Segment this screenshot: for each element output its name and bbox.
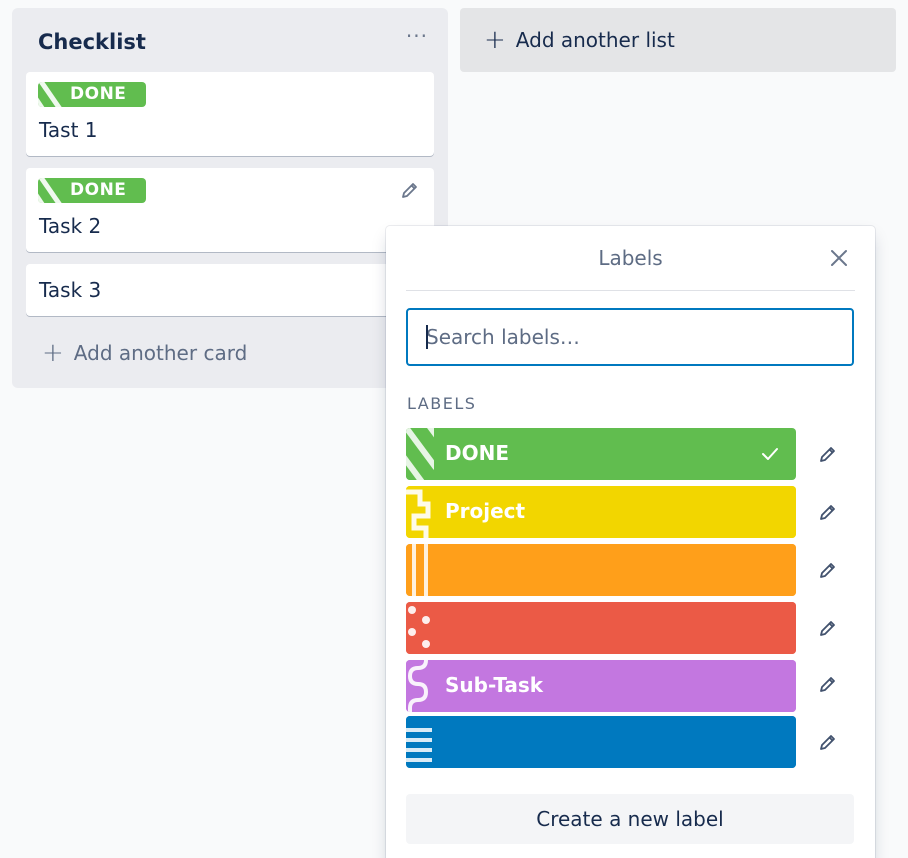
stripe-pattern-icon [38, 82, 62, 107]
label-swatch [406, 544, 796, 596]
label-blue[interactable] [406, 716, 796, 768]
squiggle-pattern-icon [407, 660, 429, 712]
add-list-button[interactable]: + Add another list [460, 8, 896, 72]
checkmark-icon [762, 448, 778, 460]
ellipsis-icon[interactable]: ··· [405, 24, 428, 48]
text-caret [426, 325, 428, 349]
plus-icon: + [42, 338, 64, 368]
card-label-text: DONE [70, 180, 127, 200]
create-label-button[interactable]: Create a new label [406, 794, 854, 844]
list-title[interactable]: Checklist [38, 30, 146, 54]
popover-title: Labels [598, 246, 663, 270]
card-label-done[interactable]: DONE [38, 82, 146, 107]
label-done[interactable]: DONE [406, 428, 796, 480]
list-checklist: Checklist ··· DONE Tast 1 DONE Task 2 T [12, 8, 448, 388]
search-labels-input[interactable] [406, 308, 854, 366]
card-title: Task 3 [39, 278, 102, 302]
line-pattern-icon [406, 728, 432, 762]
pencil-icon[interactable] [818, 444, 838, 464]
card-label-text: DONE [70, 84, 127, 104]
card-task-3[interactable]: Task 3 [26, 264, 434, 316]
pencil-icon[interactable] [818, 618, 838, 638]
label-name: Sub-Task [445, 673, 544, 697]
pencil-icon[interactable] [818, 502, 838, 522]
add-list-label: Add another list [515, 28, 675, 52]
label-swatch [406, 716, 796, 768]
popover-divider [406, 290, 855, 291]
pencil-icon[interactable] [818, 560, 838, 580]
label-swatch [406, 660, 796, 712]
label-orange[interactable] [406, 544, 796, 596]
pencil-icon[interactable] [400, 180, 420, 200]
dot-pattern-icon [408, 606, 430, 648]
stripe-pattern-icon [38, 178, 62, 203]
label-red[interactable] [406, 602, 796, 654]
add-card-label: Add another card [73, 341, 248, 365]
card-title: Tast 1 [39, 118, 98, 142]
label-project[interactable]: Project [406, 486, 796, 538]
stripe-pattern-icon [406, 428, 434, 480]
close-icon[interactable] [829, 248, 849, 268]
pencil-icon[interactable] [818, 732, 838, 752]
bar-pattern-icon [412, 544, 428, 596]
card-task-2[interactable]: DONE Task 2 [26, 168, 434, 252]
label-swatch [406, 486, 796, 538]
card-title: Task 2 [39, 214, 102, 238]
label-name: DONE [445, 441, 510, 465]
add-card-button[interactable]: + Add another card [42, 338, 248, 368]
labels-section-heading: LABELS [407, 394, 477, 413]
block-pattern-icon [406, 489, 431, 538]
plus-icon: + [484, 25, 506, 55]
label-sub-task[interactable]: Sub-Task [406, 660, 796, 712]
label-name: Project [445, 499, 526, 523]
pencil-icon[interactable] [818, 674, 838, 694]
card-label-done[interactable]: DONE [38, 178, 146, 203]
labels-popover: Labels LABELS DONE Project [386, 226, 875, 858]
card-tast-1[interactable]: DONE Tast 1 [26, 72, 434, 156]
label-swatch [406, 602, 796, 654]
